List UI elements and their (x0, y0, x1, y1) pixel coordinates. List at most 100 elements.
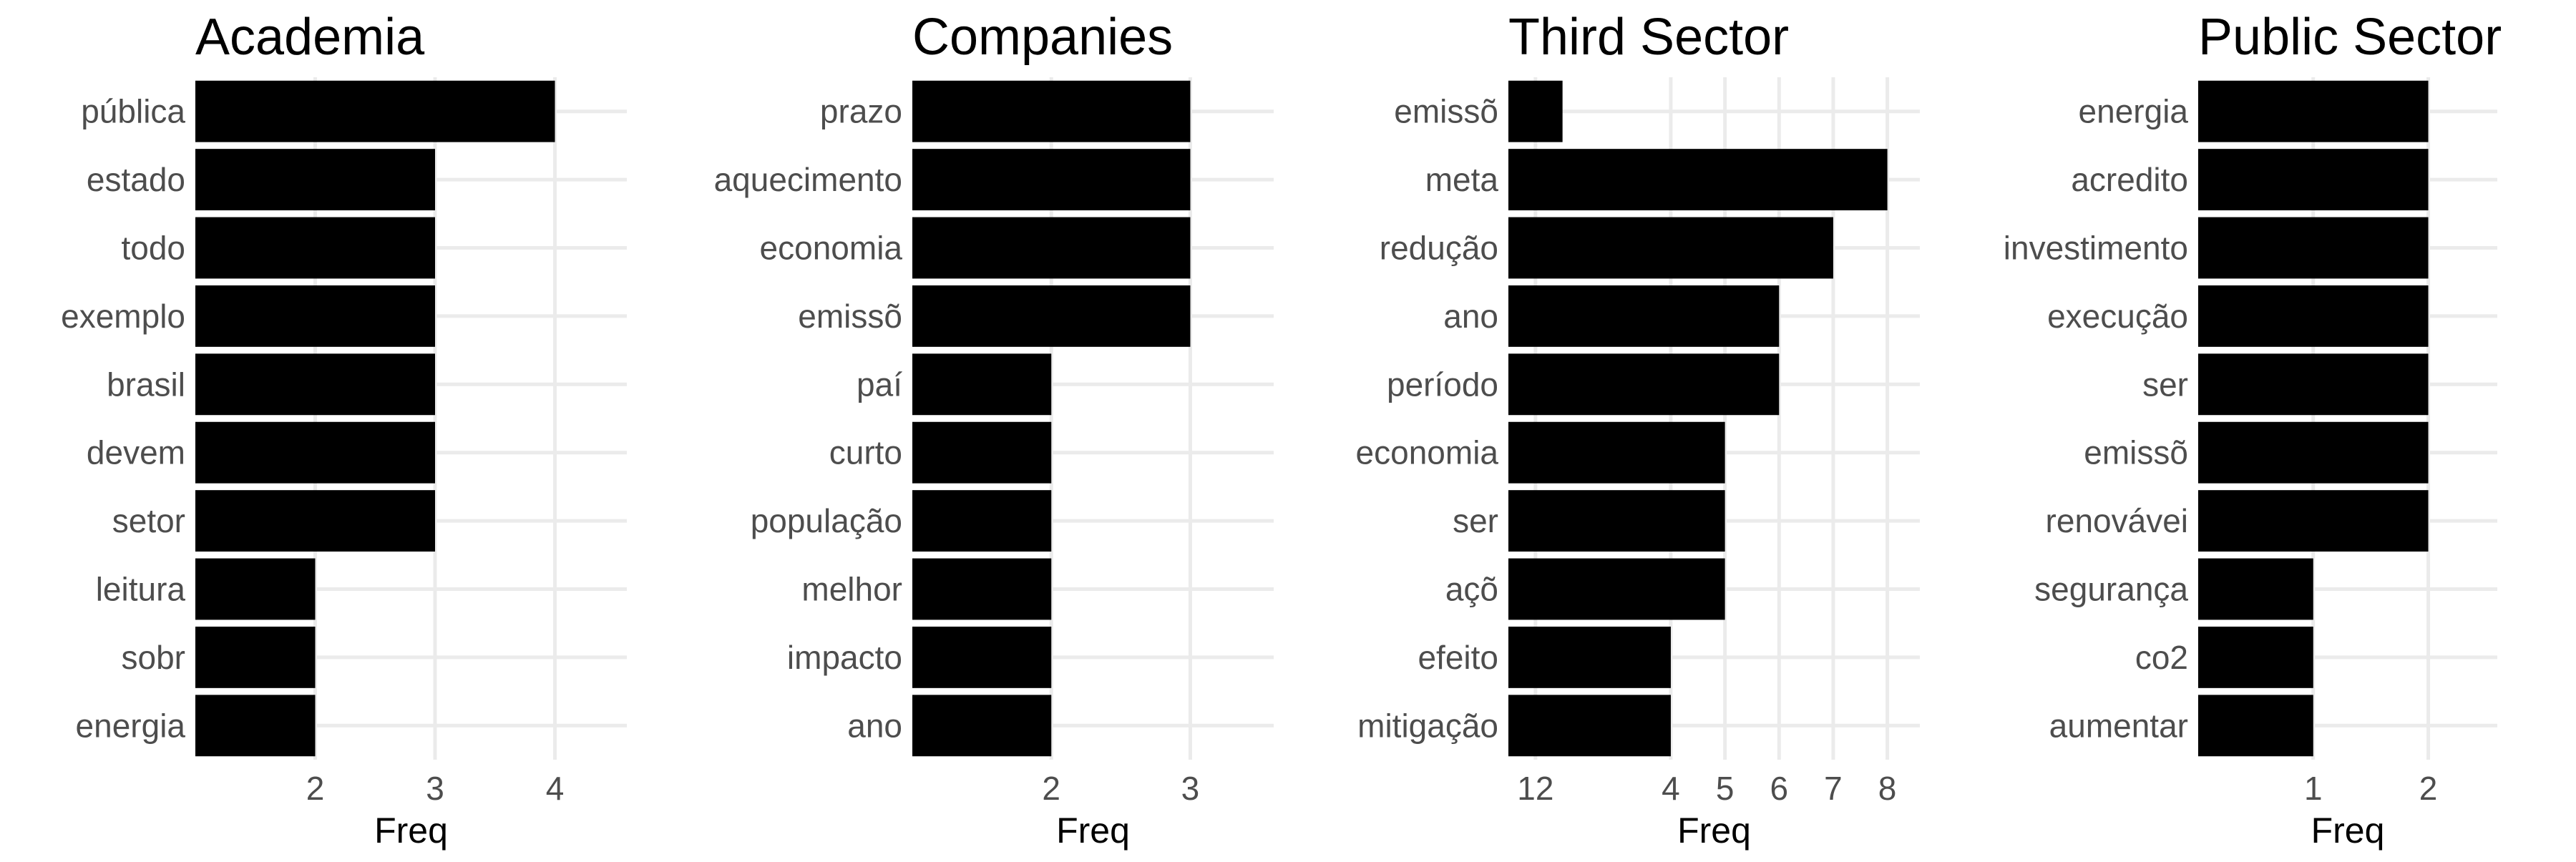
category-label: redução (1380, 230, 1498, 267)
bar (195, 285, 435, 347)
category-label: melhor (801, 571, 902, 608)
category-label: co2 (2135, 639, 2188, 676)
x-tick-label: 12 (1517, 770, 1553, 807)
bar (912, 490, 1052, 552)
bar (912, 217, 1191, 279)
x-tick-label: 2 (306, 770, 325, 807)
category-label: ano (1443, 298, 1498, 335)
category-label: mitigação (1357, 707, 1498, 744)
bar (912, 285, 1191, 347)
category-label: emissõ (2084, 434, 2188, 471)
category-label: pública (81, 93, 185, 130)
category-label: curto (829, 434, 902, 471)
bar (2198, 353, 2429, 416)
bar (912, 626, 1052, 688)
category-label: renovávei (2046, 502, 2188, 539)
category-label: todo (121, 230, 185, 267)
category-label: aumentar (2049, 707, 2188, 744)
bar (1508, 421, 1725, 484)
x-tick-label: 1 (2304, 770, 2323, 807)
x-axis-label: Freq (374, 810, 448, 851)
x-tick-label: 2 (2419, 770, 2438, 807)
bar (195, 695, 316, 757)
category-label: ser (1453, 502, 1498, 539)
bar (195, 353, 435, 416)
category-label: impacto (787, 639, 902, 676)
category-label: efeito (1418, 639, 1498, 676)
bar (2198, 695, 2313, 757)
category-label: emissõ (798, 298, 902, 335)
category-label: economia (760, 230, 903, 267)
category-label: ano (847, 707, 902, 744)
category-label: devem (87, 434, 185, 471)
bar (195, 149, 435, 211)
category-label: energia (76, 707, 186, 744)
bar (1508, 149, 1888, 211)
x-tick-label: 8 (1878, 770, 1897, 807)
bar (1508, 558, 1725, 620)
category-label: setor (112, 502, 185, 539)
category-label: investimento (2004, 230, 2188, 267)
category-label: segurança (2034, 571, 2188, 608)
category-label: execução (2047, 298, 2188, 335)
category-label: ser (2142, 366, 2188, 403)
bar (195, 217, 435, 279)
category-label: estado (87, 161, 185, 198)
bar (2198, 285, 2429, 347)
panel-title: Public Sector (2198, 9, 2502, 66)
panel-title: Third Sector (1508, 9, 1789, 66)
bar (1508, 80, 1563, 142)
x-tick-label: 4 (1662, 770, 1680, 807)
x-tick-label: 2 (1042, 770, 1060, 807)
x-axis-label: Freq (1056, 810, 1130, 851)
category-label: prazo (820, 93, 902, 130)
category-label: leitura (96, 571, 186, 608)
panel-academia: pública estado todo exemplo brasil devem setor… (61, 9, 627, 851)
category-label: brasil (107, 366, 185, 403)
panel-public-sector: energia acredito investimento execução ser em… (2004, 9, 2502, 851)
x-tick-label: 6 (1770, 770, 1788, 807)
category-label: açõ (1445, 571, 1498, 608)
bar (195, 558, 316, 620)
bar (195, 421, 435, 484)
x-tick-label: 4 (546, 770, 565, 807)
bar (1508, 626, 1671, 688)
category-label: emissõ (1394, 93, 1498, 130)
bar (912, 695, 1052, 757)
bar (195, 626, 316, 688)
category-label: exemplo (61, 298, 185, 335)
bar (912, 558, 1052, 620)
category-label: economia (1356, 434, 1499, 471)
category-label: aquecimento (714, 161, 902, 198)
bar (2198, 558, 2313, 620)
bar (1508, 285, 1780, 347)
bar (912, 80, 1191, 142)
bar (195, 80, 555, 142)
category-label: meta (1425, 161, 1499, 198)
panel-companies: prazo aquecimento economia emissõ paí curto po… (714, 9, 1274, 851)
x-tick-label: 3 (1181, 770, 1200, 807)
x-axis-label: Freq (1677, 810, 1751, 851)
category-label: período (1387, 366, 1498, 403)
category-label: energia (2079, 93, 2189, 130)
panel-title: Companies (912, 9, 1173, 66)
category-label: sobr (122, 639, 185, 676)
panel-third-sector: emissõ meta redução ano período economia ser aç… (1356, 9, 1920, 851)
bar (912, 421, 1052, 484)
category-label: acredito (2071, 161, 2188, 198)
bar (2198, 421, 2429, 484)
x-axis-label: Freq (2311, 810, 2385, 851)
category-label: paí (857, 366, 902, 403)
bar (1508, 217, 1833, 279)
bar (1508, 695, 1671, 757)
bar (912, 149, 1191, 211)
bar (195, 490, 435, 552)
bar (2198, 490, 2429, 552)
panel-title: Academia (195, 9, 425, 66)
bar (2198, 217, 2429, 279)
x-tick-label: 3 (426, 770, 444, 807)
category-label: população (751, 502, 902, 539)
x-tick-label: 5 (1716, 770, 1735, 807)
